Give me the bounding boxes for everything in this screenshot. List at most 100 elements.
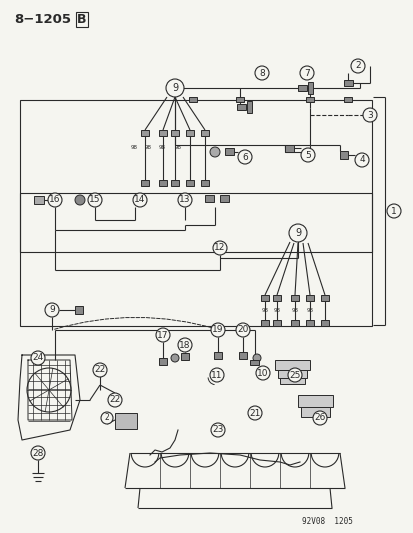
Bar — [236, 104, 245, 110]
Bar — [272, 320, 280, 326]
Text: 12: 12 — [214, 244, 225, 253]
Bar — [141, 180, 149, 186]
Bar — [141, 130, 149, 136]
Circle shape — [45, 303, 59, 317]
Circle shape — [178, 338, 192, 352]
Circle shape — [178, 193, 192, 207]
Bar — [247, 101, 252, 113]
Text: 98: 98 — [144, 145, 151, 150]
Text: 4: 4 — [358, 156, 364, 165]
Bar — [204, 195, 214, 202]
Circle shape — [209, 368, 223, 382]
Text: B: B — [77, 13, 86, 26]
Text: 17: 17 — [157, 330, 169, 340]
Circle shape — [156, 328, 170, 342]
Circle shape — [88, 193, 102, 207]
Text: 98: 98 — [261, 308, 268, 313]
Bar — [343, 80, 352, 86]
Bar — [159, 130, 166, 136]
Bar — [320, 295, 328, 301]
Bar — [214, 352, 221, 359]
Circle shape — [255, 366, 269, 380]
Text: 98: 98 — [130, 145, 137, 150]
Circle shape — [237, 150, 252, 164]
Text: 23: 23 — [212, 425, 223, 434]
Bar — [180, 353, 189, 360]
Bar — [201, 180, 209, 186]
Text: 14: 14 — [134, 196, 145, 205]
Text: 10: 10 — [256, 368, 268, 377]
Text: 22: 22 — [94, 366, 105, 375]
Bar — [300, 407, 329, 417]
Bar — [159, 358, 166, 365]
Text: 22: 22 — [109, 395, 120, 405]
Bar — [185, 180, 194, 186]
Text: 98: 98 — [174, 145, 181, 150]
Bar — [219, 195, 228, 202]
Bar — [297, 85, 306, 91]
Circle shape — [211, 423, 224, 437]
Circle shape — [354, 153, 368, 167]
Bar — [305, 97, 313, 102]
Text: 11: 11 — [211, 370, 222, 379]
Circle shape — [31, 351, 45, 365]
Bar — [305, 295, 313, 301]
Text: 21: 21 — [249, 408, 260, 417]
Bar — [238, 352, 247, 359]
Text: 98: 98 — [291, 308, 298, 313]
Bar — [249, 360, 259, 365]
Bar — [75, 306, 83, 314]
Text: 15: 15 — [89, 196, 100, 205]
Bar — [260, 320, 268, 326]
Circle shape — [209, 147, 219, 157]
Bar — [279, 378, 304, 384]
Bar — [343, 97, 351, 102]
Text: 13: 13 — [179, 196, 190, 205]
Text: 26: 26 — [313, 414, 325, 423]
Circle shape — [48, 193, 62, 207]
Circle shape — [362, 108, 376, 122]
Circle shape — [211, 323, 224, 337]
Circle shape — [299, 66, 313, 80]
Bar — [115, 413, 137, 429]
Bar — [34, 196, 44, 204]
Circle shape — [212, 241, 226, 255]
Bar — [20, 100, 371, 252]
Bar — [185, 130, 194, 136]
Text: 8: 8 — [259, 69, 264, 77]
Text: 6: 6 — [242, 152, 247, 161]
Circle shape — [75, 195, 85, 205]
Bar — [290, 295, 298, 301]
Text: 5: 5 — [304, 150, 310, 159]
Text: 20: 20 — [237, 326, 248, 335]
Bar — [339, 151, 347, 159]
Bar — [235, 97, 243, 102]
Text: 92V08  1205: 92V08 1205 — [301, 517, 352, 526]
Circle shape — [300, 148, 314, 162]
Circle shape — [252, 354, 260, 362]
Circle shape — [254, 66, 268, 80]
Circle shape — [350, 59, 364, 73]
Circle shape — [386, 204, 400, 218]
Text: 9: 9 — [171, 83, 178, 93]
Bar — [290, 320, 298, 326]
Circle shape — [235, 323, 249, 337]
Text: 16: 16 — [49, 196, 61, 205]
Circle shape — [312, 411, 326, 425]
Bar — [224, 148, 233, 155]
Text: 98: 98 — [306, 308, 313, 313]
Circle shape — [171, 354, 178, 362]
Bar — [297, 395, 332, 407]
Text: 3: 3 — [366, 110, 372, 119]
Bar — [20, 193, 371, 326]
Text: 98: 98 — [273, 308, 280, 313]
Bar — [277, 370, 306, 378]
Circle shape — [93, 363, 107, 377]
Bar — [171, 130, 178, 136]
Text: 98: 98 — [158, 145, 165, 150]
Bar — [274, 360, 309, 370]
Circle shape — [247, 406, 261, 420]
Text: 7: 7 — [304, 69, 309, 77]
Circle shape — [101, 412, 113, 424]
Bar — [307, 82, 312, 94]
